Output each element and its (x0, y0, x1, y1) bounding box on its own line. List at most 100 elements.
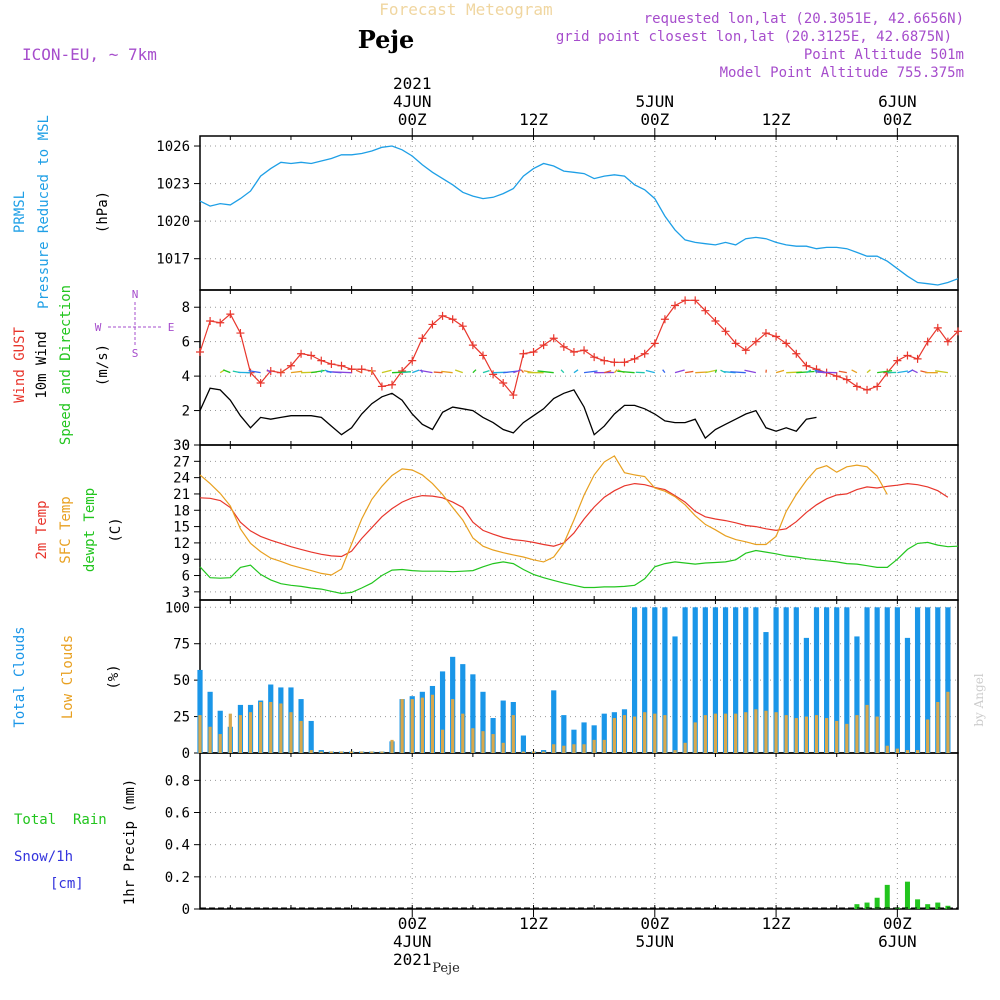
total-cloud-bar (308, 720, 314, 753)
total-cloud-bar (642, 607, 648, 753)
gust-marker (398, 366, 407, 375)
wind-arrow (412, 369, 420, 374)
wind-arrow (897, 370, 909, 374)
gust-marker (923, 337, 932, 346)
rain-bar (915, 899, 921, 909)
total-cloud-bar (692, 607, 698, 753)
gust-marker (418, 334, 427, 343)
gust-marker (681, 296, 690, 305)
low-cloud-bar (643, 712, 647, 753)
top-axis-label: 12Z (519, 110, 548, 129)
low-cloud-bar (804, 716, 808, 753)
gust-marker (782, 339, 791, 348)
gust-marker (671, 301, 680, 310)
gust-marker (337, 361, 346, 370)
bottom-axis-label: 12Z (519, 914, 548, 933)
low-cloud-bar (774, 712, 778, 753)
precip-ytick-label: 0.8 (165, 773, 190, 789)
wind-arrow (866, 369, 871, 374)
low-cloud-bar (592, 739, 596, 753)
wind-arrow (674, 369, 685, 374)
low-cloud-bar (410, 699, 414, 753)
precip-frame (199, 752, 959, 910)
total-cloud-bar (945, 607, 951, 753)
precip-ytick-label: 0.6 (165, 806, 190, 822)
pressure-frame (199, 135, 959, 291)
low-cloud-bar (683, 742, 687, 753)
wind-arrow (935, 370, 948, 374)
low-cloud-bar (319, 751, 323, 753)
total-cloud-bar (904, 637, 911, 753)
wind-unit: (m/s) (95, 344, 111, 386)
total-cloud-bar (662, 607, 668, 753)
gust-marker (357, 365, 366, 374)
total-cloud-bar (682, 607, 688, 753)
gust-marker (802, 361, 811, 370)
gust-marker (327, 360, 336, 369)
temp-ytick-label: 9 (182, 552, 190, 568)
low-cloud-bar (299, 720, 303, 753)
wind-arrow (537, 370, 554, 374)
precip-ytick-label: 0.2 (165, 870, 190, 886)
rain-label: Total Rain (14, 812, 107, 828)
gust-marker (600, 356, 609, 365)
clouds-ytick-label: 25 (173, 710, 190, 726)
low-cloud-bar (289, 712, 293, 753)
total-cloud-bar (793, 607, 799, 753)
bottom-axis-label: 4JUN (393, 932, 432, 951)
gust-marker (731, 339, 740, 348)
compass-w: W (95, 321, 102, 334)
wind-compass: N S W E (95, 288, 175, 360)
gust-marker (893, 356, 902, 365)
wind-ytick-label: 2 (182, 404, 190, 420)
wind-arrow (645, 369, 655, 374)
total-cloud-bar (672, 636, 678, 753)
wind-10m-label: 10m Wind (34, 331, 50, 398)
snow-unit-label: [cm] (50, 876, 84, 892)
gust-marker (478, 351, 487, 360)
total-cloud-bar (834, 607, 840, 753)
temp-ytick-label: 12 (173, 536, 190, 552)
wind-arrow (266, 369, 272, 374)
low-cloud-bar (461, 713, 465, 753)
low-cloud-bar (259, 702, 263, 753)
total-cloud-bar (803, 637, 809, 753)
station-title: Peje (358, 25, 415, 54)
low-cloud-bar (350, 751, 354, 753)
temp-sfc-label: SFC Temp (58, 496, 74, 563)
gust-marker (206, 317, 215, 325)
top-axis-label: 12Z (762, 110, 791, 129)
low-cloud-bar (420, 697, 424, 753)
bottom-axis-label: 00Z (640, 914, 669, 933)
total-cloud-bar (813, 607, 820, 753)
low-cloud-bar (885, 745, 889, 753)
total-cloud-bar (783, 607, 789, 753)
low-cloud-bar (653, 713, 657, 753)
low-cloud-bar (360, 751, 364, 753)
temp-2m-label: 2m Temp (34, 500, 50, 559)
temp-ytick-label: 3 (182, 585, 190, 601)
rain-bar (884, 884, 890, 909)
rain-bar (854, 904, 860, 909)
low-cloud-bar (622, 715, 627, 753)
temp-ytick-label: 30 (173, 438, 190, 454)
rain-bar (864, 902, 870, 909)
total-cloud-bar (925, 607, 931, 753)
wind-arrow (851, 369, 858, 374)
clouds-ytick-label: 75 (173, 637, 190, 653)
gust-marker (650, 339, 659, 348)
top-axis-label: 00Z (398, 110, 427, 129)
precip-panel: 0 0.2 0.4 0.6 0.8 (165, 752, 959, 918)
low-cloud-bar (248, 712, 253, 753)
low-cloud-bar (612, 718, 616, 753)
model-label: ICON-EU, ~ 7km (22, 45, 157, 64)
low-cloud-bar (542, 751, 546, 753)
low-cloud-bar (602, 739, 606, 753)
low-cloud-bar (764, 710, 768, 753)
bottom-axis-label: 6JUN (878, 932, 917, 951)
temp-dewpt-label: dewpt Temp (82, 488, 98, 572)
low-cloud-bar (875, 716, 879, 753)
gust-marker (711, 317, 720, 325)
